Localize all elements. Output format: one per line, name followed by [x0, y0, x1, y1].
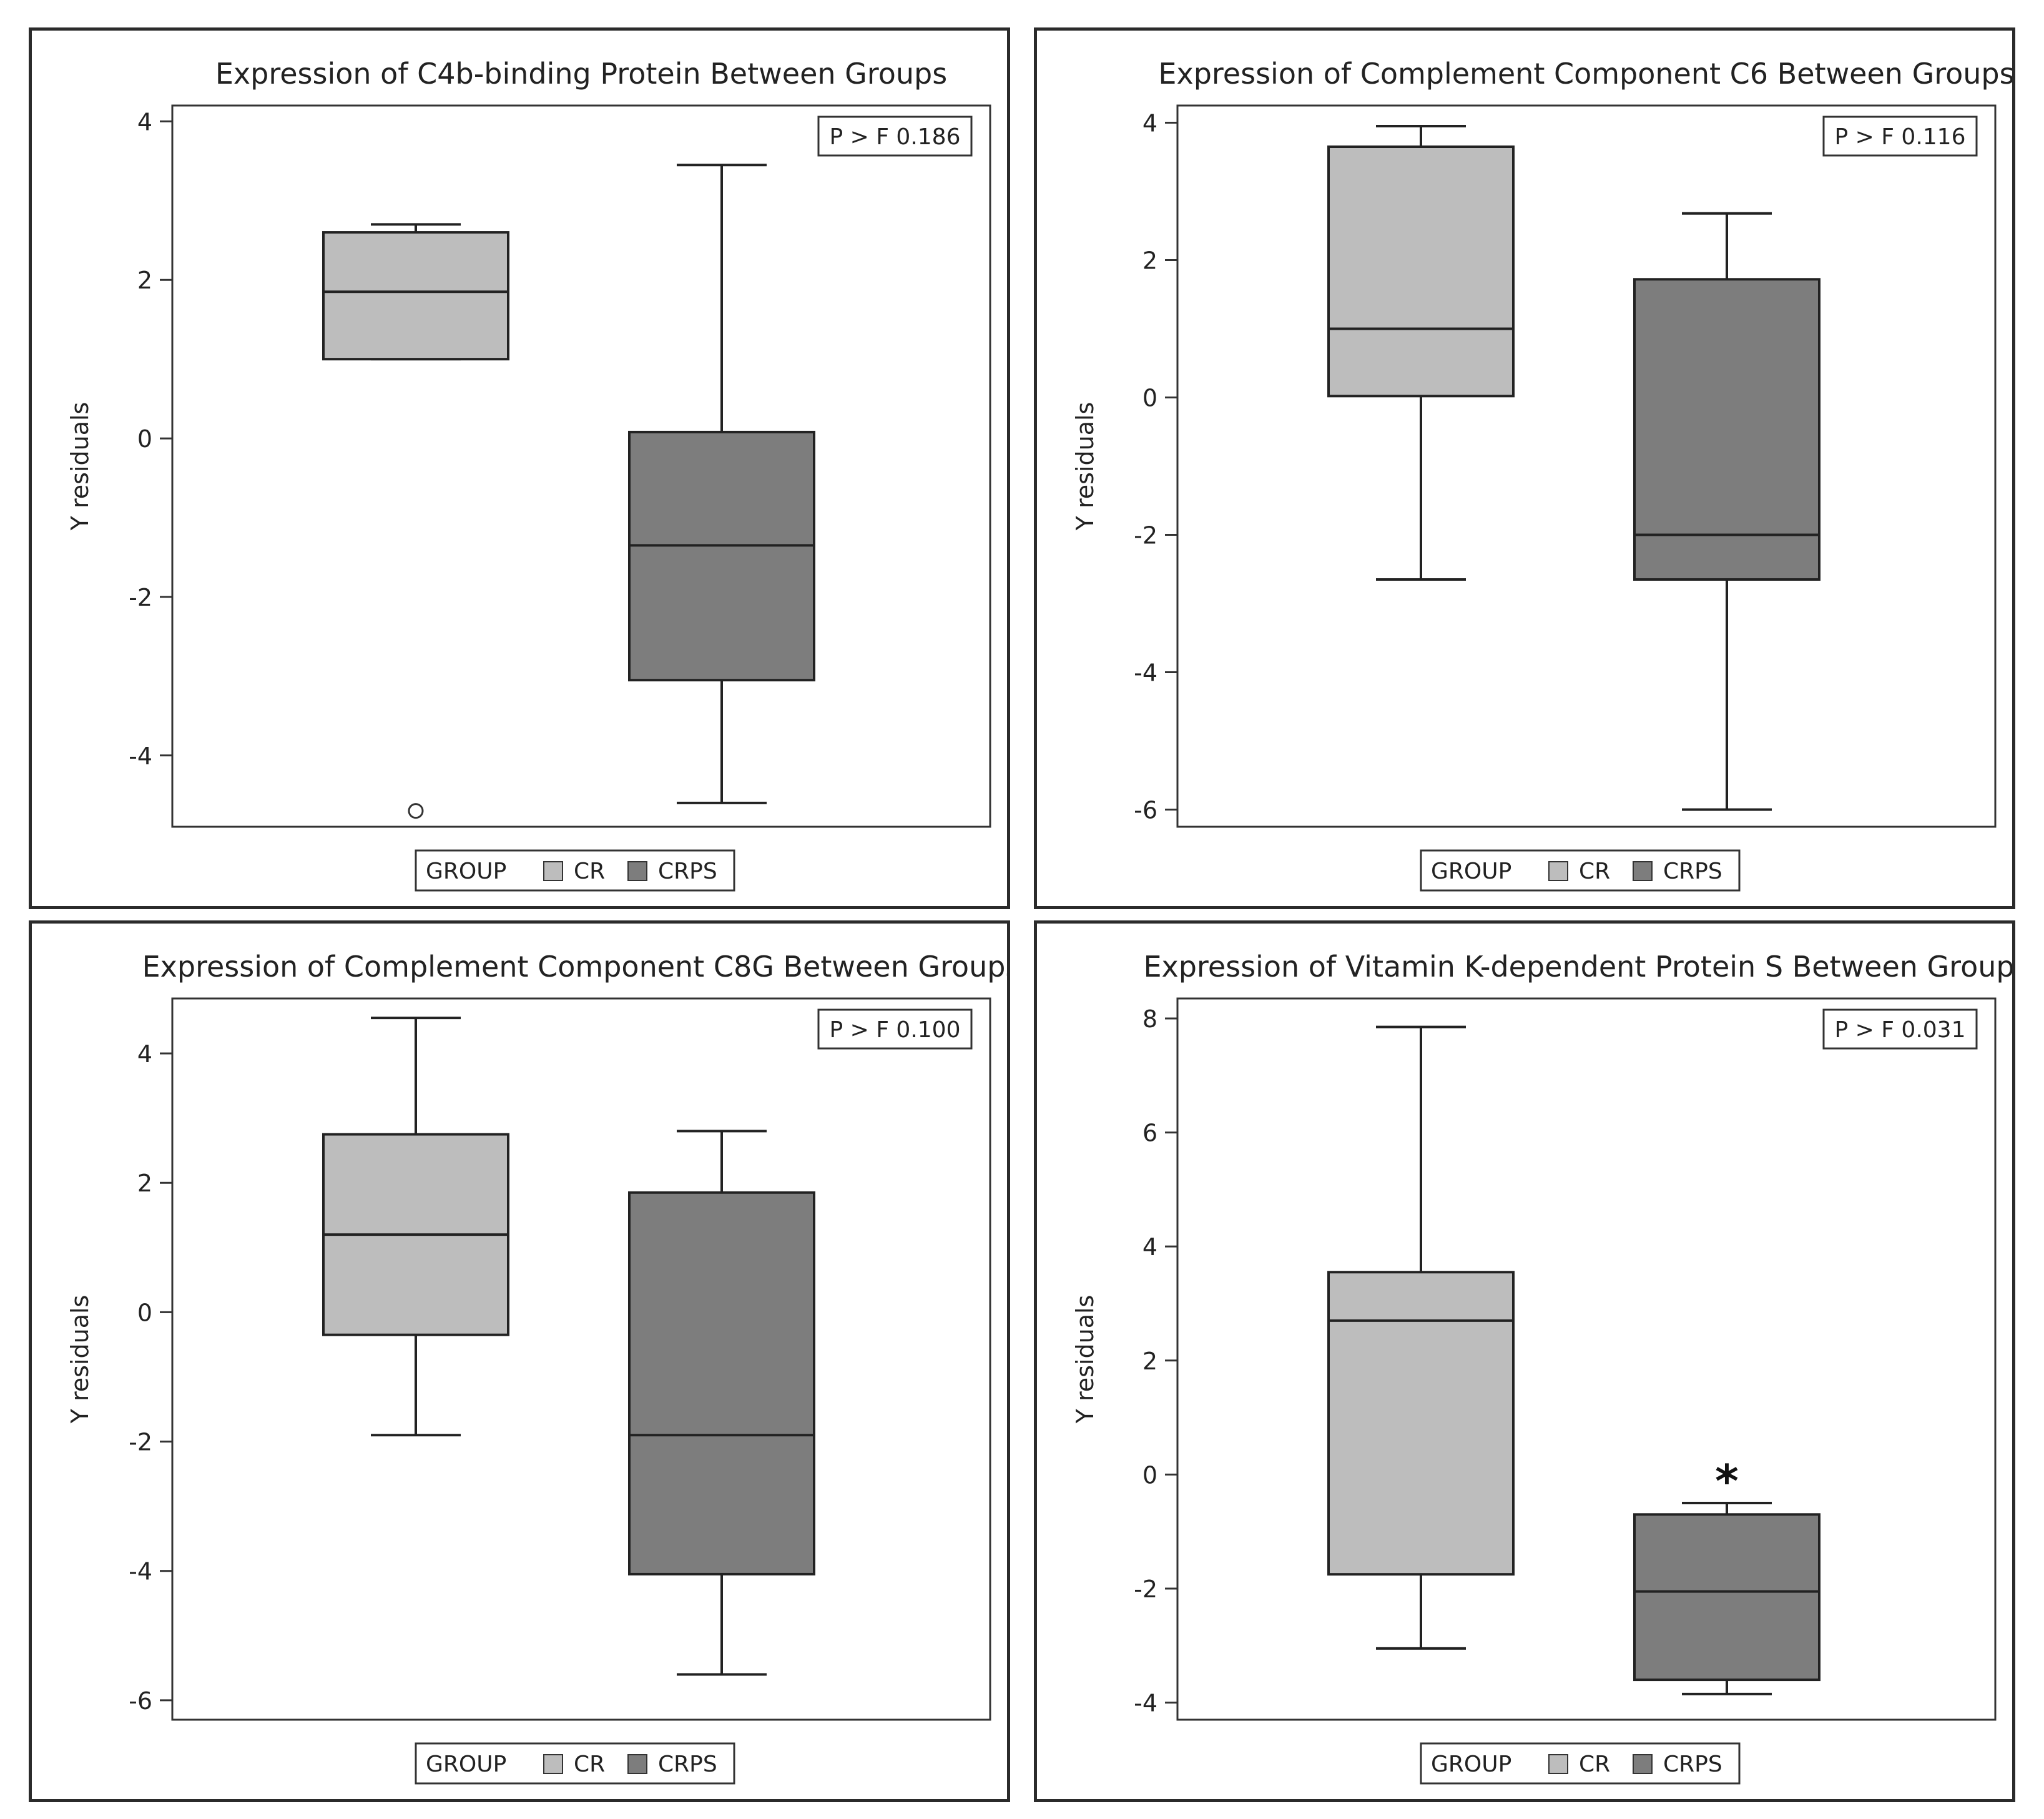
- legend-label-crps: CRPS: [1663, 859, 1722, 884]
- chart-panel-c8g: Expression of Complement Component C8G B…: [29, 920, 1010, 1802]
- stat-label: P > F 0.186: [830, 124, 961, 150]
- y-axis-label: Y residuals: [1071, 1295, 1099, 1424]
- legend-label-crps: CRPS: [658, 859, 717, 884]
- stat-label: P > F 0.100: [830, 1017, 961, 1043]
- stat-label: P > F 0.031: [1835, 1017, 1966, 1043]
- legend-title: GROUP: [1431, 1752, 1511, 1777]
- y-tick-label: 6: [1142, 1120, 1157, 1147]
- stat-label: P > F 0.116: [1835, 124, 1966, 150]
- legend: [415, 1742, 735, 1785]
- significance-marker: *: [1715, 1455, 1739, 1507]
- box-cr: [1327, 145, 1515, 398]
- y-axis-label: Y residuals: [66, 402, 94, 531]
- chart-title: Expression of Complement Component C6 Be…: [1158, 57, 2012, 91]
- y-tick-label: -4: [129, 1558, 152, 1585]
- legend: [415, 849, 735, 892]
- chart-svg: Expression of Vitamin K-dependent Protei…: [1071, 950, 2012, 1785]
- chart-panel-c6: Expression of Complement Component C6 Be…: [1034, 27, 2015, 909]
- legend-title: GROUP: [426, 859, 506, 884]
- chart-svg: Expression of Complement Component C6 Be…: [1071, 57, 2012, 892]
- legend-swatch-cr: [543, 1754, 563, 1774]
- y-tick-label: 4: [137, 1040, 152, 1068]
- stat-box: [817, 116, 973, 157]
- y-axis-label: Y residuals: [1071, 402, 1099, 531]
- box-crps: [1633, 278, 1820, 581]
- chart-panel-c4b: Expression of C4b-binding Protein Betwee…: [29, 27, 1010, 909]
- y-axis-label: Y residuals: [66, 1295, 94, 1424]
- legend-swatch-crps: [1633, 1754, 1653, 1774]
- outlier-point: [408, 803, 424, 819]
- legend-swatch-crps: [1633, 861, 1653, 881]
- stat-box: [1822, 116, 1978, 157]
- legend-title: GROUP: [426, 1752, 506, 1777]
- legend-label-cr: CR: [1579, 859, 1610, 884]
- y-tick-label: 2: [1142, 1348, 1157, 1375]
- plot-area: [1176, 997, 1997, 1721]
- box-crps: [628, 430, 815, 682]
- chart-title: Expression of Vitamin K-dependent Protei…: [1143, 950, 2012, 983]
- legend-label-crps: CRPS: [1663, 1752, 1722, 1777]
- y-tick-label: 2: [137, 1170, 152, 1197]
- y-tick-label: 2: [1142, 247, 1157, 275]
- box-crps: [1633, 1513, 1820, 1682]
- y-tick-label: 8: [1142, 1005, 1157, 1033]
- legend: [1420, 1742, 1741, 1785]
- y-tick-label: 0: [1142, 385, 1157, 412]
- y-tick-label: 4: [1142, 110, 1157, 137]
- y-tick-label: -4: [1134, 659, 1157, 687]
- y-tick-label: 4: [137, 108, 152, 136]
- legend-label-cr: CR: [574, 859, 605, 884]
- y-tick-label: -2: [1134, 1575, 1157, 1603]
- y-tick-label: -6: [129, 1687, 152, 1715]
- legend-title: GROUP: [1431, 859, 1511, 884]
- plot-area: [171, 997, 991, 1721]
- plot-area: [171, 104, 991, 828]
- y-tick-label: 4: [1142, 1233, 1157, 1261]
- y-tick-label: 2: [137, 267, 152, 294]
- y-tick-label: 0: [137, 1299, 152, 1326]
- legend-swatch-crps: [627, 861, 647, 881]
- box-cr: [322, 231, 509, 361]
- y-tick-label: -2: [129, 1429, 152, 1456]
- chart-svg: Expression of Complement Component C8G B…: [66, 950, 1007, 1785]
- y-tick-label: -2: [129, 584, 152, 611]
- box-cr: [1327, 1271, 1515, 1576]
- legend-swatch-crps: [627, 1754, 647, 1774]
- legend-swatch-cr: [1548, 861, 1568, 881]
- chart-svg: Expression of C4b-binding Protein Betwee…: [66, 57, 991, 892]
- y-tick-label: -4: [1134, 1690, 1157, 1717]
- chart-title: Expression of Complement Component C8G B…: [142, 950, 1007, 983]
- y-tick-label: 0: [137, 425, 152, 453]
- y-tick-label: -2: [1134, 522, 1157, 550]
- legend-label-cr: CR: [1579, 1752, 1610, 1777]
- legend-label-crps: CRPS: [658, 1752, 717, 1777]
- legend-swatch-cr: [1548, 1754, 1568, 1774]
- y-tick-label: -4: [129, 742, 152, 770]
- legend-swatch-cr: [543, 861, 563, 881]
- chart-title: Expression of C4b-binding Protein Betwee…: [215, 57, 947, 91]
- box-crps: [628, 1191, 815, 1575]
- legend: [1420, 849, 1741, 892]
- stat-box: [1822, 1008, 1978, 1050]
- stat-box: [817, 1008, 973, 1050]
- y-tick-label: -6: [1134, 797, 1157, 824]
- legend-label-cr: CR: [574, 1752, 605, 1777]
- plot-area: [1176, 104, 1997, 828]
- chart-panel-protein-s: Expression of Vitamin K-dependent Protei…: [1034, 920, 2015, 1802]
- y-tick-label: 0: [1142, 1461, 1157, 1489]
